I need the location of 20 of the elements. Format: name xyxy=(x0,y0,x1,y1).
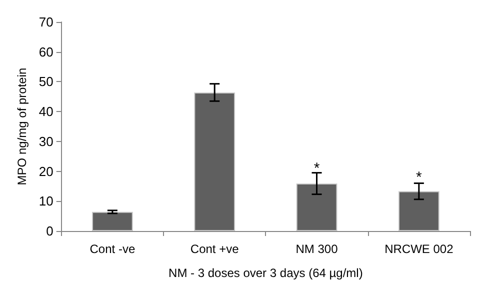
y-tick-label: 20 xyxy=(38,164,54,179)
x-tick-label: NRCWE 002 xyxy=(384,242,454,256)
bar xyxy=(92,212,133,231)
y-tick-label: 70 xyxy=(38,14,54,30)
annotation: * xyxy=(416,168,422,186)
x-axis-title: NM - 3 doses over 3 days (64 µg/ml) xyxy=(168,266,363,280)
bar xyxy=(398,191,440,231)
y-axis-title: MPO ng/mg of protein xyxy=(15,68,29,186)
bar xyxy=(296,184,338,231)
y-tick-label: 10 xyxy=(38,194,54,209)
y-tick-label: 40 xyxy=(38,104,54,120)
bar xyxy=(194,92,236,231)
x-tick-label: Cont -ve xyxy=(90,242,136,256)
x-tick-label: NM 300 xyxy=(296,242,338,256)
y-tick-label: 0 xyxy=(46,224,54,238)
y-tick-label: 30 xyxy=(38,134,54,149)
annotation: * xyxy=(314,160,320,177)
x-tick-label: Cont +ve xyxy=(190,242,240,256)
y-tick-label: 60 xyxy=(38,44,54,60)
y-tick-label: 50 xyxy=(38,74,54,90)
